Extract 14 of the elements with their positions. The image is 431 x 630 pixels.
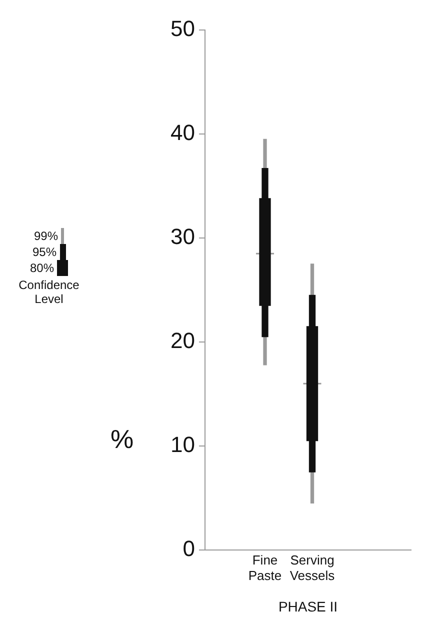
y-tick-label: 10 bbox=[170, 432, 195, 458]
legend-label: 80% bbox=[30, 261, 54, 275]
x-tick-label: Fine Paste bbox=[248, 552, 282, 583]
legend-title: Confidence Level bbox=[18, 278, 80, 306]
y-tick-label: 50 bbox=[170, 16, 195, 42]
legend-label: 99% bbox=[34, 229, 58, 243]
x-axis-title: PHASE II bbox=[278, 598, 338, 614]
y-tick-label: 30 bbox=[170, 224, 195, 250]
y-tick-label: 20 bbox=[170, 328, 195, 354]
legend-label: 95% bbox=[32, 245, 57, 259]
y-axis-title: % bbox=[110, 424, 134, 454]
y-tick-label: 0 bbox=[182, 536, 195, 562]
x-tick-label: Serving Vessels bbox=[290, 552, 336, 583]
y-tick-label: 40 bbox=[170, 120, 195, 146]
